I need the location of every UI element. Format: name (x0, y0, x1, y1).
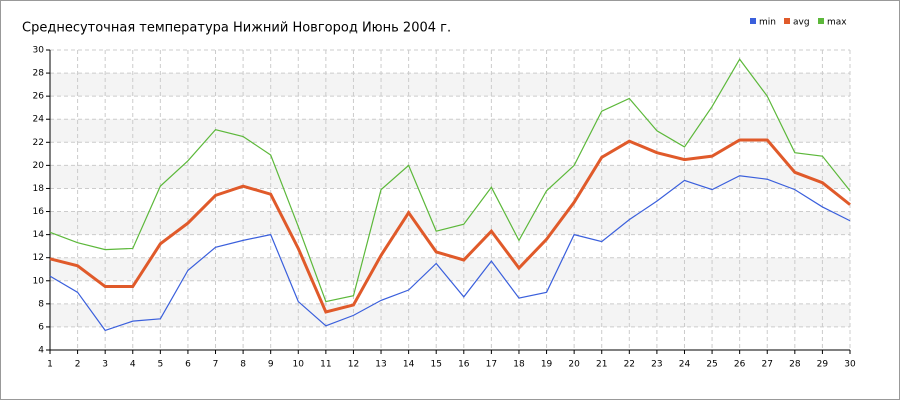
legend-swatch (784, 18, 790, 24)
y-tick-label: 24 (33, 115, 45, 125)
x-tick-label: 1 (47, 360, 53, 370)
x-tick-label: 16 (458, 360, 470, 370)
x-tick-label: 8 (240, 360, 246, 370)
grid-band (50, 257, 850, 281)
y-tick-label: 4 (38, 346, 44, 356)
y-tick-label: 16 (33, 207, 45, 217)
y-tick-label: 8 (38, 299, 44, 309)
y-tick-label: 14 (33, 230, 45, 240)
x-tick-label: 10 (293, 360, 305, 370)
y-tick-label: 20 (33, 161, 45, 171)
y-tick-label: 30 (33, 46, 45, 56)
x-tick-label: 24 (679, 360, 691, 370)
y-tick-label: 26 (33, 92, 45, 102)
legend-label: max (827, 18, 847, 28)
legend-swatch (818, 18, 824, 24)
x-tick-label: 5 (157, 360, 163, 370)
x-tick-label: 18 (513, 360, 525, 370)
x-tick-label: 11 (320, 360, 331, 370)
grid-band (50, 73, 850, 97)
x-tick-label: 15 (430, 360, 441, 370)
y-tick-label: 18 (33, 184, 45, 194)
line-max (49, 58, 851, 303)
x-tick-label: 3 (102, 360, 108, 370)
grid-band (50, 303, 850, 327)
x-tick-label: 14 (403, 360, 415, 370)
grid-band (50, 119, 850, 143)
x-tick-label: 6 (185, 360, 191, 370)
x-tick-label: 28 (789, 360, 801, 370)
x-tick-label: 26 (734, 360, 746, 370)
line-avg (49, 138, 851, 314)
x-tick-label: 30 (844, 360, 856, 370)
y-tick-label: 22 (33, 138, 44, 148)
y-tick-label: 6 (38, 322, 44, 332)
x-tick-label: 4 (130, 360, 136, 370)
x-tick-label: 20 (568, 360, 580, 370)
x-tick-label: 7 (213, 360, 219, 370)
x-tick-label: 13 (375, 360, 386, 370)
x-tick-label: 27 (762, 360, 773, 370)
x-tick-label: 17 (486, 360, 497, 370)
line-min (49, 175, 851, 332)
x-tick-label: 12 (348, 360, 359, 370)
y-tick-label: 12 (33, 253, 44, 263)
x-tick-label: 22 (624, 360, 635, 370)
y-tick-label: 28 (33, 69, 45, 79)
x-tick-label: 2 (75, 360, 81, 370)
x-tick-label: 9 (268, 360, 274, 370)
x-tick-label: 29 (817, 360, 829, 370)
y-tick-label: 10 (33, 276, 45, 286)
grid-band (50, 165, 850, 189)
legend-swatch (750, 18, 756, 24)
x-tick-label: 21 (596, 360, 607, 370)
x-tick-label: 19 (541, 360, 553, 370)
legend-label: avg (793, 18, 810, 28)
legend-label: min (759, 18, 776, 28)
x-tick-label: 23 (651, 360, 662, 370)
grid-band (50, 211, 850, 235)
chart-title: Среднесуточная температура Нижний Новгор… (22, 21, 451, 36)
x-tick-label: 25 (706, 360, 717, 370)
